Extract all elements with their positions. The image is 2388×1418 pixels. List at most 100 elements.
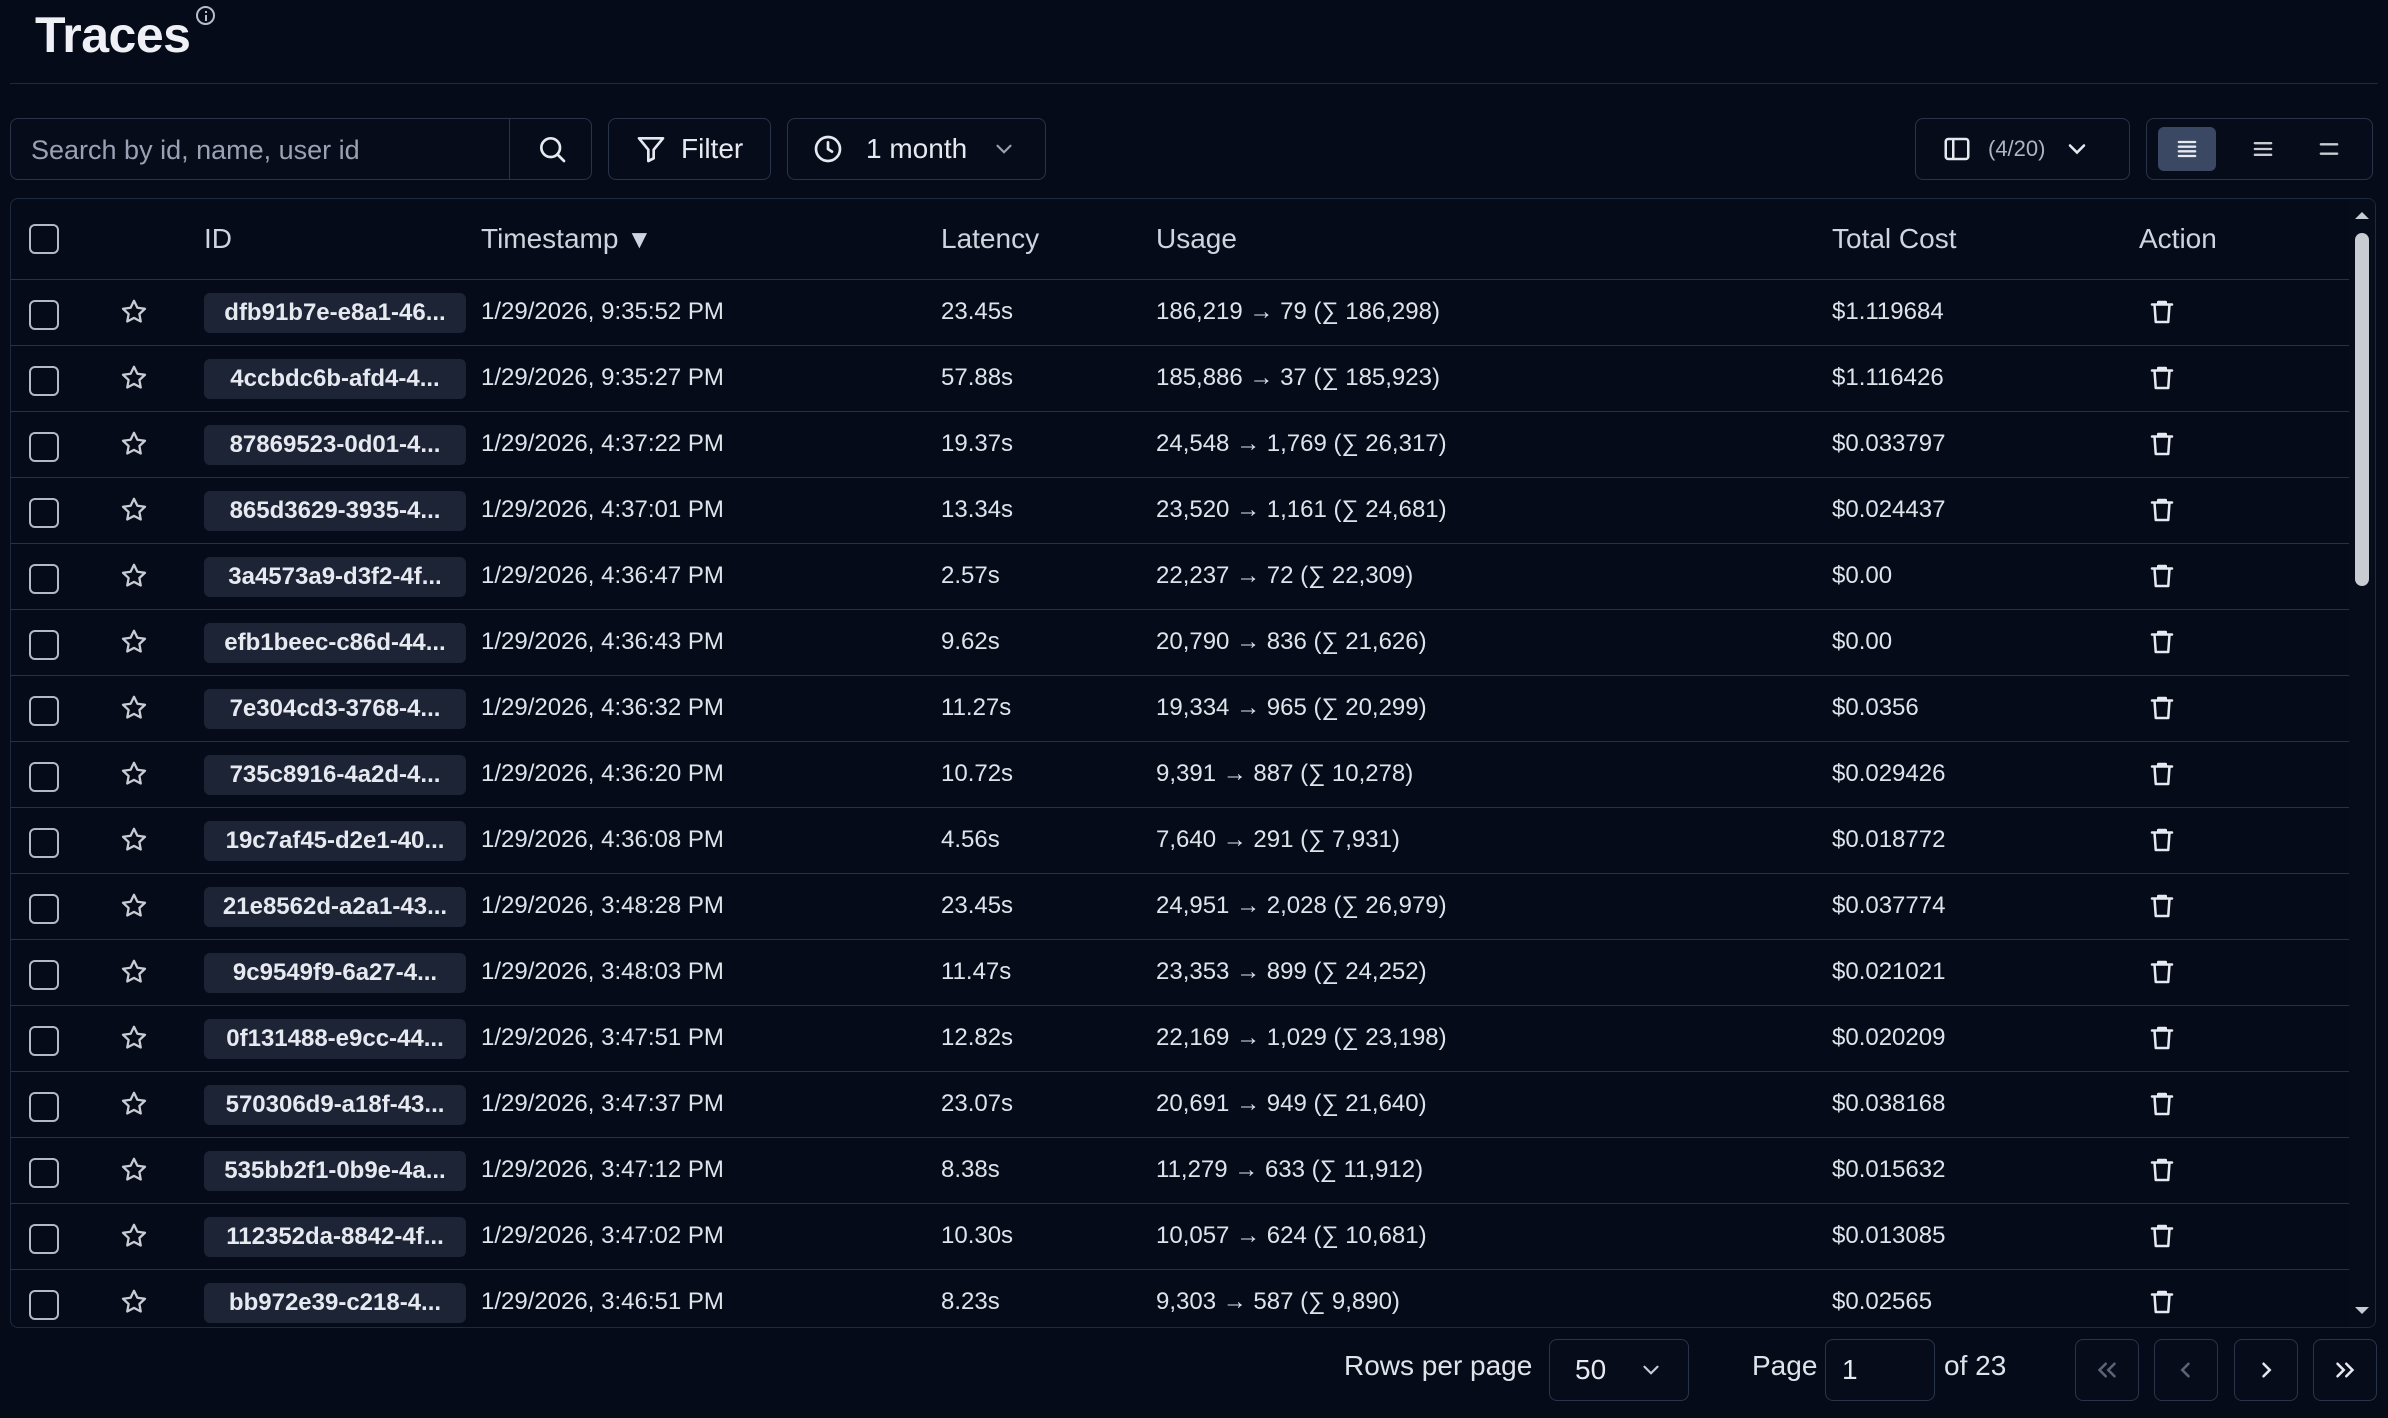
favorite-button[interactable] — [119, 957, 149, 992]
info-icon[interactable] — [196, 6, 215, 25]
delete-button[interactable] — [2147, 561, 2177, 596]
delete-button[interactable] — [2147, 297, 2177, 332]
row-checkbox[interactable] — [29, 762, 59, 792]
trace-id[interactable]: 9c9549f9-6a27-4... — [204, 953, 466, 993]
last-page-button[interactable] — [2313, 1339, 2377, 1401]
table-row[interactable]: 7e304cd3-3768-4... 1/29/2026, 4:36:32 PM 1… — [11, 675, 2349, 742]
row-checkbox[interactable] — [29, 1224, 59, 1254]
row-checkbox[interactable] — [29, 300, 59, 330]
delete-button[interactable] — [2147, 1221, 2177, 1256]
vertical-scrollbar[interactable] — [2349, 199, 2375, 1327]
delete-button[interactable] — [2147, 957, 2177, 992]
table-row[interactable]: 9c9549f9-6a27-4... 1/29/2026, 3:48:03 PM 1… — [11, 939, 2349, 1006]
delete-button[interactable] — [2147, 693, 2177, 728]
table-row[interactable]: 735c8916-4a2d-4... 1/29/2026, 4:36:20 PM 1… — [11, 741, 2349, 808]
favorite-button[interactable] — [119, 693, 149, 728]
scrollbar-thumb[interactable] — [2355, 233, 2369, 586]
rows-per-page-select[interactable]: 50 — [1549, 1339, 1689, 1401]
column-visibility-button[interactable]: (4/20) — [1915, 118, 2130, 180]
delete-button[interactable] — [2147, 825, 2177, 860]
column-header-timestamp[interactable]: Timestamp ▼ — [481, 199, 652, 279]
scroll-down-icon[interactable] — [2353, 1305, 2371, 1317]
scroll-up-icon[interactable] — [2353, 209, 2371, 221]
favorite-button[interactable] — [119, 1221, 149, 1256]
table-row[interactable]: 21e8562d-a2a1-43... 1/29/2026, 3:48:28 PM… — [11, 873, 2349, 940]
trace-id[interactable]: 21e8562d-a2a1-43... — [204, 887, 466, 927]
trace-id[interactable]: 735c8916-4a2d-4... — [204, 755, 466, 795]
page-number-input[interactable] — [1825, 1339, 1935, 1401]
next-page-button[interactable] — [2234, 1339, 2298, 1401]
table-row[interactable]: 87869523-0d01-4... 1/29/2026, 4:37:22 PM 1… — [11, 411, 2349, 478]
column-header-id[interactable]: ID — [204, 223, 232, 254]
density-standard-button[interactable] — [2234, 127, 2292, 171]
table-row[interactable]: 112352da-8842-4f... 1/29/2026, 3:47:02 PM… — [11, 1203, 2349, 1270]
favorite-button[interactable] — [119, 759, 149, 794]
delete-button[interactable] — [2147, 1089, 2177, 1124]
table-row[interactable]: efb1beec-c86d-44... 1/29/2026, 4:36:43 PM… — [11, 609, 2349, 676]
row-checkbox[interactable] — [29, 498, 59, 528]
first-page-button[interactable] — [2075, 1339, 2139, 1401]
row-checkbox[interactable] — [29, 696, 59, 726]
delete-button[interactable] — [2147, 495, 2177, 530]
row-checkbox[interactable] — [29, 432, 59, 462]
delete-button[interactable] — [2147, 1287, 2177, 1322]
trace-id[interactable]: 535bb2f1-0b9e-4a... — [204, 1151, 466, 1191]
table-row[interactable]: 535bb2f1-0b9e-4a... 1/29/2026, 3:47:12 PM… — [11, 1137, 2349, 1204]
trace-id[interactable]: bb972e39-c218-4... — [204, 1283, 466, 1323]
table-row[interactable]: 4ccbdc6b-afd4-4... 1/29/2026, 9:35:27 PM 5… — [11, 345, 2349, 412]
row-checkbox[interactable] — [29, 894, 59, 924]
search-input[interactable] — [29, 119, 503, 181]
density-compact-button[interactable] — [2300, 127, 2358, 171]
favorite-button[interactable] — [119, 297, 149, 332]
favorite-button[interactable] — [119, 1023, 149, 1058]
trace-id[interactable]: 0f131488-e9cc-44... — [204, 1019, 466, 1059]
delete-button[interactable] — [2147, 1023, 2177, 1058]
row-checkbox[interactable] — [29, 564, 59, 594]
table-row[interactable]: 0f131488-e9cc-44... 1/29/2026, 3:47:51 PM… — [11, 1005, 2349, 1072]
column-header-latency[interactable]: Latency — [941, 223, 1040, 254]
select-all-checkbox[interactable] — [29, 224, 59, 254]
table-row[interactable]: 3a4573a9-d3f2-4f... 1/29/2026, 4:36:47 PM… — [11, 543, 2349, 610]
favorite-button[interactable] — [119, 627, 149, 662]
trace-id[interactable]: 865d3629-3935-4... — [204, 491, 466, 531]
row-checkbox[interactable] — [29, 960, 59, 990]
previous-page-button[interactable] — [2154, 1339, 2218, 1401]
delete-button[interactable] — [2147, 1155, 2177, 1190]
table-row[interactable]: 865d3629-3935-4... 1/29/2026, 4:37:01 PM 1… — [11, 477, 2349, 544]
favorite-button[interactable] — [119, 561, 149, 596]
density-comfortable-button[interactable] — [2158, 127, 2216, 171]
delete-button[interactable] — [2147, 891, 2177, 926]
trace-id[interactable]: 570306d9-a18f-43... — [204, 1085, 466, 1125]
trace-id[interactable]: 7e304cd3-3768-4... — [204, 689, 466, 729]
row-checkbox[interactable] — [29, 828, 59, 858]
row-checkbox[interactable] — [29, 1290, 59, 1320]
table-row[interactable]: dfb91b7e-e8a1-46... 1/29/2026, 9:35:52 PM… — [11, 279, 2349, 346]
favorite-button[interactable] — [119, 495, 149, 530]
table-row[interactable]: bb972e39-c218-4... 1/29/2026, 3:46:51 PM 8… — [11, 1269, 2349, 1327]
column-header-usage[interactable]: Usage — [1156, 223, 1237, 254]
row-checkbox[interactable] — [29, 1026, 59, 1056]
delete-button[interactable] — [2147, 759, 2177, 794]
table-row[interactable]: 570306d9-a18f-43... 1/29/2026, 3:47:37 PM… — [11, 1071, 2349, 1138]
favorite-button[interactable] — [119, 429, 149, 464]
row-checkbox[interactable] — [29, 366, 59, 396]
column-header-total-cost[interactable]: Total Cost — [1832, 223, 1957, 254]
favorite-button[interactable] — [119, 363, 149, 398]
row-checkbox[interactable] — [29, 630, 59, 660]
trace-id[interactable]: 112352da-8842-4f... — [204, 1217, 466, 1257]
trace-id[interactable]: efb1beec-c86d-44... — [204, 623, 466, 663]
trace-id[interactable]: 19c7af45-d2e1-40... — [204, 821, 466, 861]
trace-id[interactable]: 87869523-0d01-4... — [204, 425, 466, 465]
trace-id[interactable]: 3a4573a9-d3f2-4f... — [204, 557, 466, 597]
favorite-button[interactable] — [119, 1155, 149, 1190]
table-row[interactable]: 19c7af45-d2e1-40... 1/29/2026, 4:36:08 PM… — [11, 807, 2349, 874]
trace-id[interactable]: 4ccbdc6b-afd4-4... — [204, 359, 466, 399]
favorite-button[interactable] — [119, 1089, 149, 1124]
favorite-button[interactable] — [119, 825, 149, 860]
favorite-button[interactable] — [119, 891, 149, 926]
filter-button[interactable]: Filter — [608, 118, 771, 180]
favorite-button[interactable] — [119, 1287, 149, 1322]
search-button[interactable] — [509, 119, 593, 179]
delete-button[interactable] — [2147, 363, 2177, 398]
row-checkbox[interactable] — [29, 1092, 59, 1122]
